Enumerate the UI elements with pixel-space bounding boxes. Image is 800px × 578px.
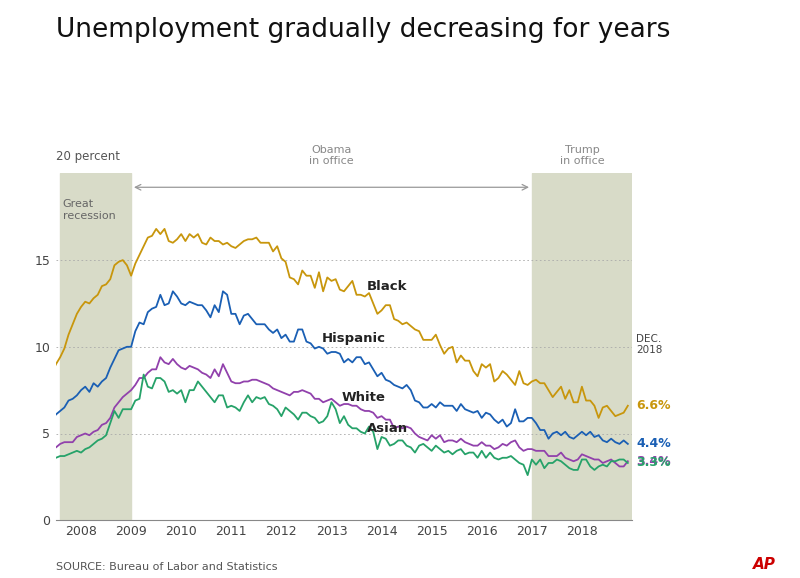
Bar — [532, 173, 632, 520]
Text: AP: AP — [753, 557, 776, 572]
Text: Trump
in office: Trump in office — [560, 145, 604, 166]
Text: SOURCE: Bureau of Labor and Statistics: SOURCE: Bureau of Labor and Statistics — [56, 562, 278, 572]
Text: Hispanic: Hispanic — [322, 332, 386, 344]
Text: White: White — [342, 391, 386, 403]
Bar — [60, 173, 131, 520]
Text: 3.4%: 3.4% — [636, 455, 670, 468]
Text: Black: Black — [366, 280, 407, 292]
Text: 4.4%: 4.4% — [636, 438, 670, 450]
Text: 20 percent: 20 percent — [56, 150, 120, 163]
Text: Obama
in office: Obama in office — [309, 145, 354, 166]
Text: 3.3%: 3.3% — [636, 457, 670, 469]
Text: DEC.
2018: DEC. 2018 — [636, 334, 662, 355]
Text: Great
recession: Great recession — [62, 199, 115, 221]
Text: Asian: Asian — [366, 422, 408, 435]
Text: 6.6%: 6.6% — [636, 399, 670, 412]
Text: Unemployment gradually decreasing for years: Unemployment gradually decreasing for ye… — [56, 17, 670, 43]
